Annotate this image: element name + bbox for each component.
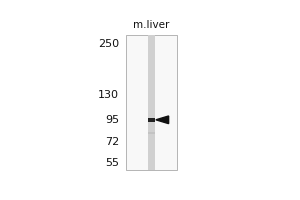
Text: 250: 250 xyxy=(98,39,119,49)
Text: 95: 95 xyxy=(105,115,119,125)
Text: 55: 55 xyxy=(105,158,119,168)
Bar xyxy=(148,118,155,122)
Bar xyxy=(148,35,155,170)
Bar xyxy=(148,132,155,134)
Text: 72: 72 xyxy=(105,137,119,147)
FancyBboxPatch shape xyxy=(126,35,177,170)
Text: 130: 130 xyxy=(98,90,119,100)
Text: m.liver: m.liver xyxy=(133,20,169,30)
Polygon shape xyxy=(156,116,169,124)
